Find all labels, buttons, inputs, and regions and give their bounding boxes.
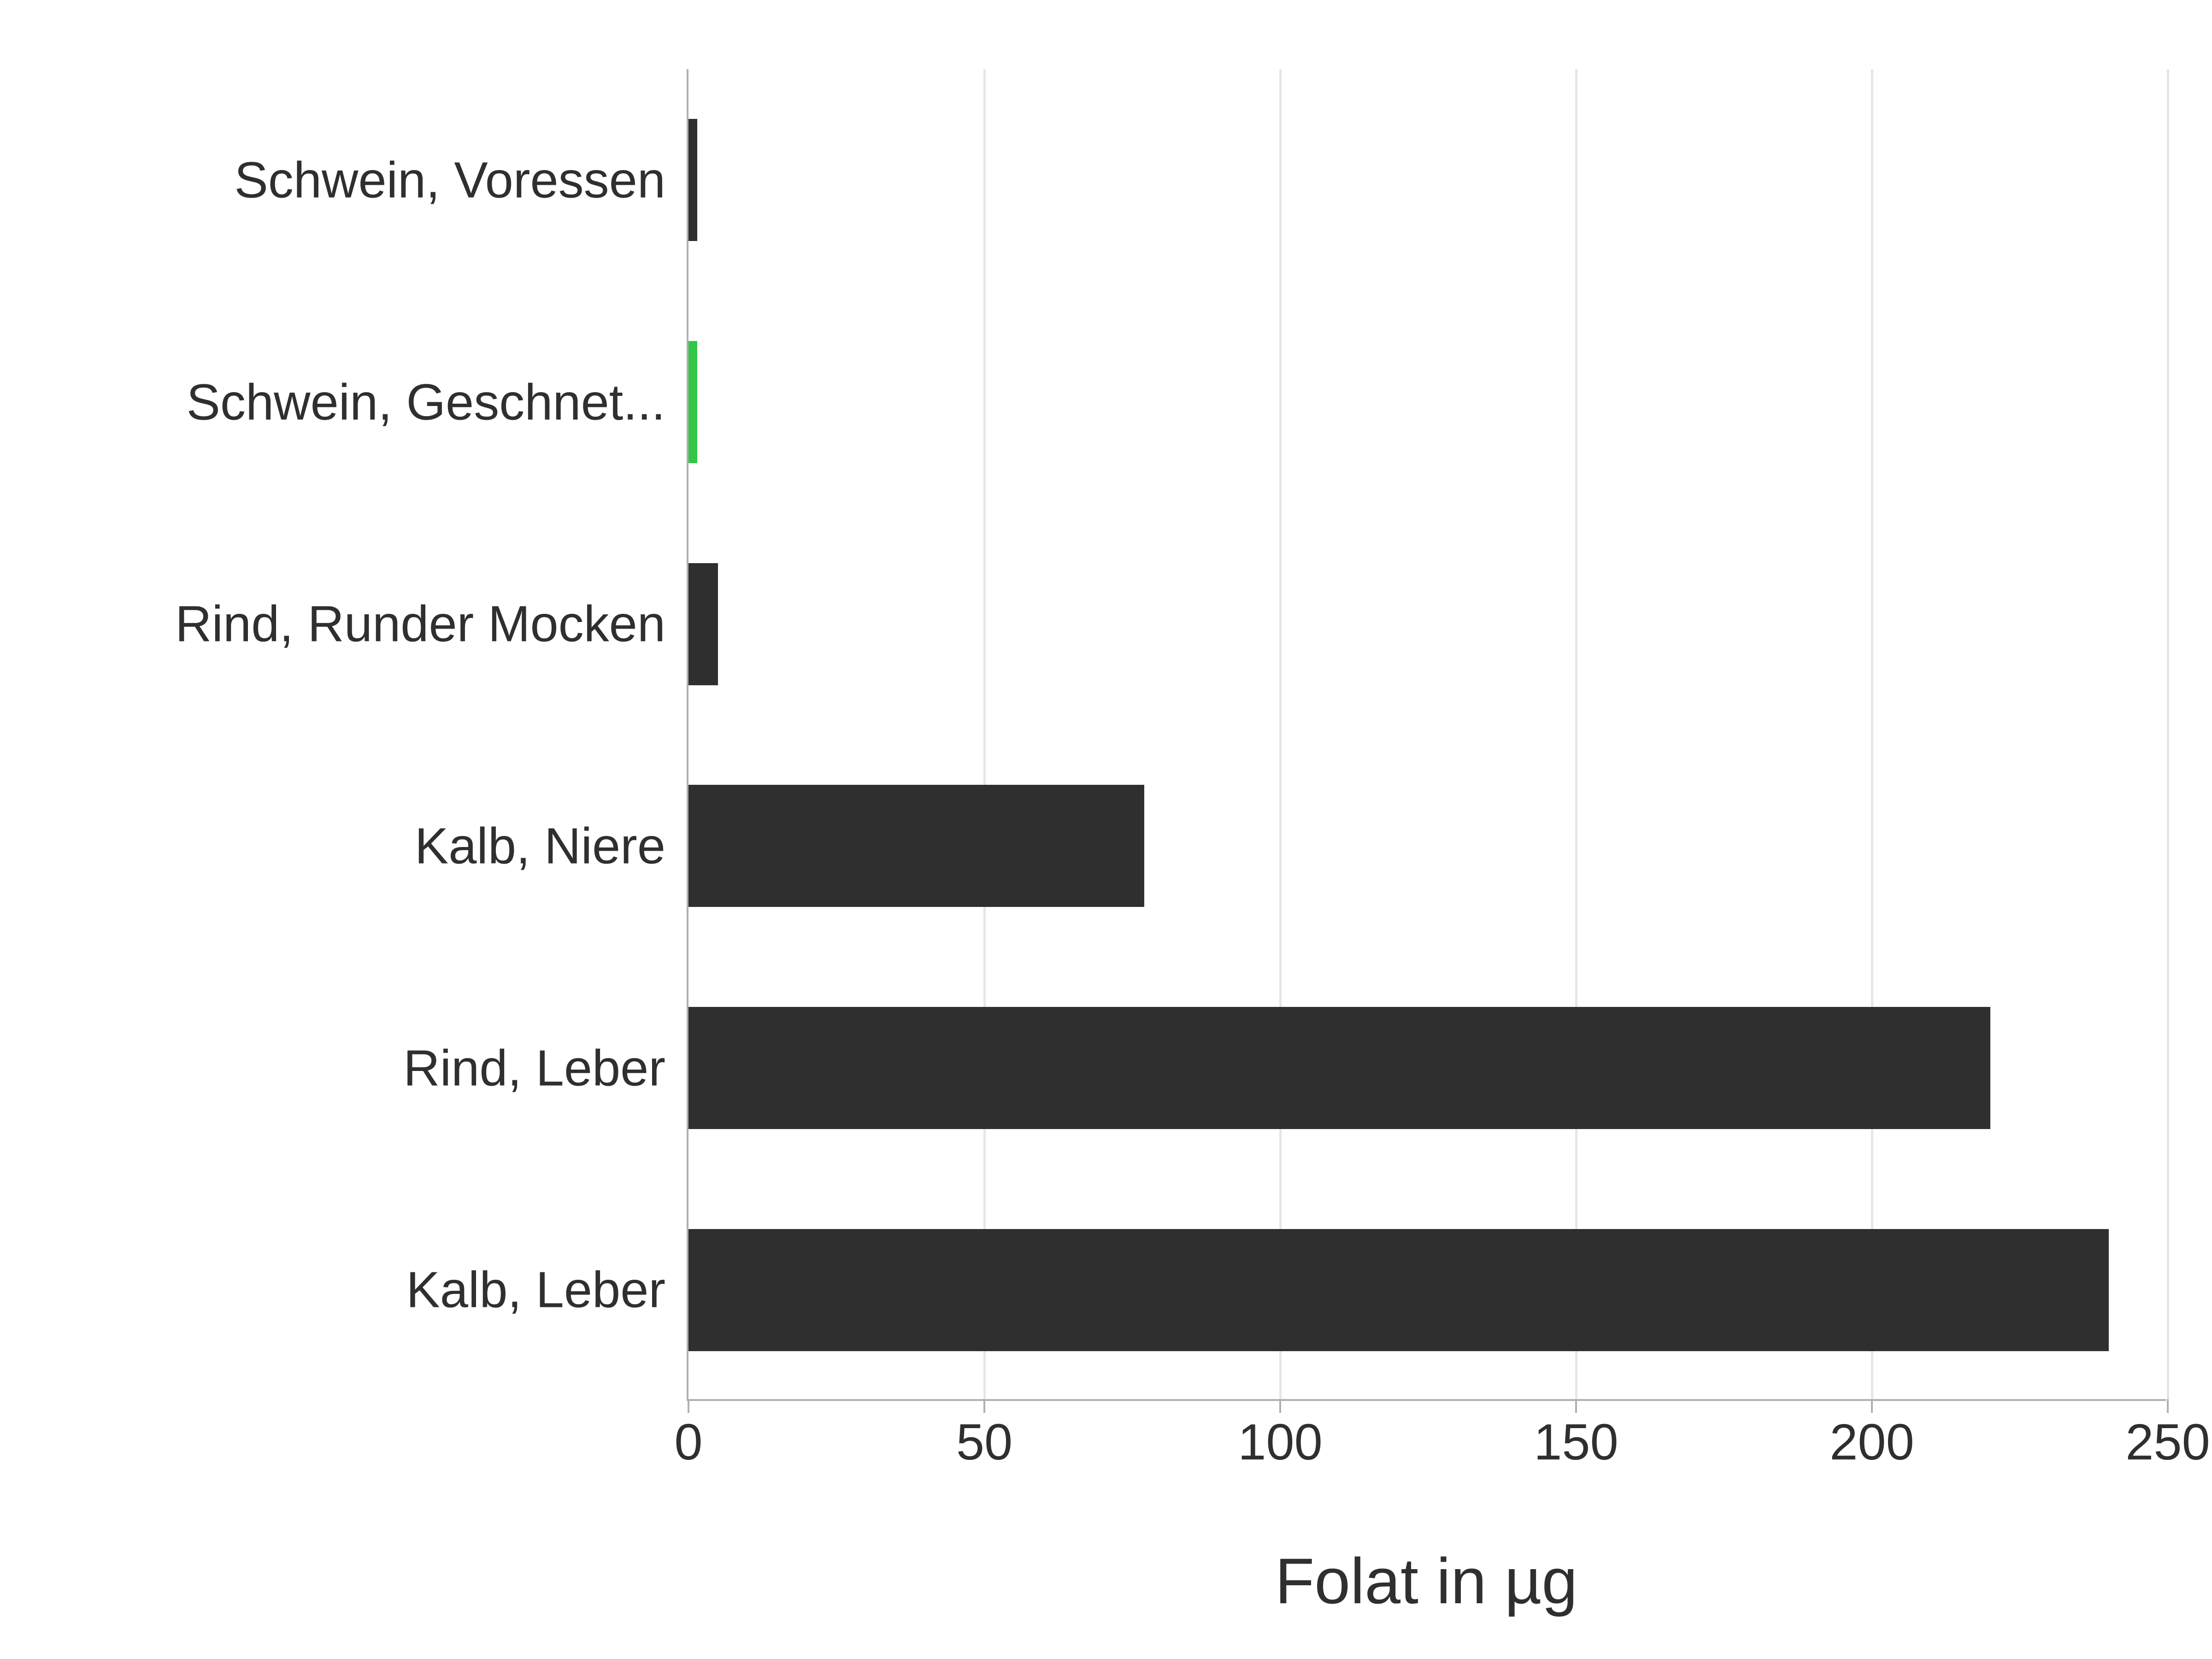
gridline	[983, 69, 986, 1399]
y-category-label: Schwein, Geschnet...	[187, 373, 688, 431]
x-tick-label: 200	[1830, 1399, 1914, 1471]
plot-area: 050100150200250Schwein, VoressenSchwein,…	[687, 69, 2166, 1401]
x-tick-label: 100	[1238, 1399, 1323, 1471]
bar	[688, 785, 1144, 907]
gridline	[1279, 69, 1282, 1399]
x-tick-label: 50	[956, 1399, 1012, 1471]
bar	[688, 341, 697, 463]
y-category-label: Schwein, Voressen	[234, 151, 688, 209]
gridline	[1871, 69, 1873, 1399]
bar	[688, 1007, 1990, 1129]
bar	[688, 563, 718, 685]
x-axis-title: Folat in µg	[687, 1544, 2166, 1618]
y-category-label: Kalb, Leber	[406, 1261, 688, 1319]
x-tick-label: 0	[674, 1399, 702, 1471]
y-category-label: Kalb, Niere	[415, 817, 688, 875]
x-tick-label: 150	[1534, 1399, 1618, 1471]
y-category-label: Rind, Runder Mocken	[175, 595, 688, 653]
gridline	[1575, 69, 1577, 1399]
bar	[688, 1229, 2109, 1351]
bar	[688, 119, 697, 241]
chart-container: 0 50 100 150 200 250 Schwein, Voressen Schwein,…	[0, 0, 2212, 1659]
y-category-label: Rind, Leber	[403, 1039, 688, 1097]
gridline	[2167, 69, 2169, 1399]
x-tick-label: 250	[2125, 1399, 2210, 1471]
